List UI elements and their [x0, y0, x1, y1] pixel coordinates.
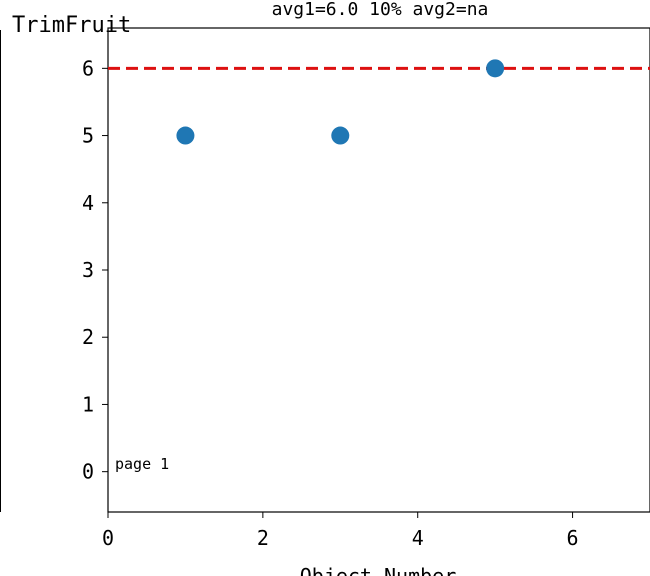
x-tick-label: 0: [102, 526, 114, 550]
y-axis: 0 1 2 3 4 5 6: [82, 56, 108, 484]
y-tick-label: 4: [82, 191, 94, 215]
scatter-point: [331, 126, 350, 145]
plot-frame: [107, 27, 650, 513]
x-tick-label: 2: [257, 526, 269, 550]
x-axis-label: Object Number: [300, 564, 457, 576]
page-annotation: page 1: [115, 455, 169, 473]
data-points: [176, 59, 505, 145]
y-tick-label: 1: [82, 392, 94, 416]
y-tick-label: 2: [82, 325, 94, 349]
x-tick-label: 4: [412, 526, 424, 550]
y-tick-label: 6: [82, 56, 94, 80]
side-title: TrimFruit: [12, 13, 131, 38]
chart-title: avg1=6.0 10% avg2=na: [272, 0, 489, 20]
y-tick-label: 5: [82, 124, 94, 148]
x-axis: 0 2 4 6: [102, 512, 579, 550]
y-tick-label: 0: [82, 460, 94, 484]
y-tick-label: 3: [82, 258, 94, 282]
x-tick-label: 6: [567, 526, 579, 550]
scatter-point: [176, 126, 195, 145]
scatter-point: [486, 59, 505, 78]
